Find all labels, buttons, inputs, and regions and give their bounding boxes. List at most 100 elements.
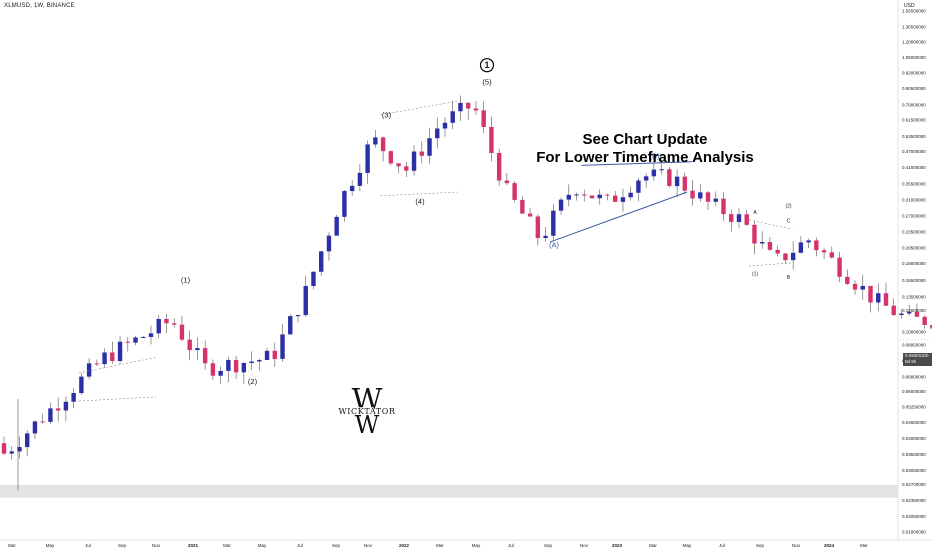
candle-body (744, 214, 749, 225)
candle-body (388, 151, 394, 164)
candle-body (636, 180, 641, 193)
price-tick-label: 0.47000000 (902, 149, 926, 154)
candle-body (589, 195, 595, 199)
candle-body (767, 241, 773, 250)
candle-body (520, 199, 525, 214)
candle-body (605, 194, 610, 196)
time-tick-label: May (46, 543, 55, 548)
candle-body (883, 293, 889, 306)
candle-body (404, 166, 409, 171)
price-tick-label: 0.02350000 (902, 498, 926, 503)
candle-body (396, 163, 401, 167)
candle-body (806, 240, 811, 243)
candle-body (133, 337, 138, 343)
time-tick-label: Sep (332, 543, 341, 548)
candle-body (334, 216, 339, 236)
candle-body (442, 122, 448, 129)
price-tick-label: 1.56500000 (902, 9, 926, 14)
candle-body (25, 433, 30, 448)
wave-dashed-guide (78, 396, 157, 402)
time-tick-label: Sep (544, 543, 553, 548)
candle-body (821, 250, 827, 253)
candle-body (721, 198, 726, 215)
time-tick-label: Mar (649, 543, 657, 548)
price-tick-label: 0.10000000 (902, 329, 926, 334)
wave-label: (2) (785, 204, 791, 210)
candle-body (651, 169, 657, 177)
candle-body (365, 144, 370, 173)
candle-body (613, 195, 618, 202)
time-tick-label: May (472, 543, 481, 548)
time-tick-label: Nov (580, 543, 589, 548)
candle-body (241, 363, 247, 373)
price-tick-label: 0.08950000 (902, 342, 926, 347)
wave-label: C (787, 218, 791, 224)
wave-label: (B) (650, 151, 661, 160)
annotation-line-2: For Lower Timeframe Analysis (536, 149, 754, 166)
candle-body (790, 252, 796, 261)
wave-label: 1 (484, 60, 489, 70)
candle-body (798, 242, 804, 253)
price-tick-label: 0.05250000 (902, 404, 926, 409)
price-tick-label: 0.18000000 (902, 261, 926, 266)
wave-label-layer: (1)(2)(3)(4)(5)1(A)(B)A(2)C(1)B(3)A(4)CB… (181, 58, 792, 386)
candle-body (411, 151, 417, 171)
candle-body (868, 285, 873, 303)
candle-body (17, 447, 22, 452)
candle-body (117, 341, 123, 362)
candle-body (349, 185, 355, 192)
symbol-title[interactable]: XLMUSD, 1W, BINANCE (4, 3, 75, 9)
price-tick-label: 1.20000000 (902, 40, 926, 45)
wave-dashed-guide (748, 262, 793, 267)
time-tick-label: Jul (508, 543, 514, 548)
wave-label: (A) (549, 240, 560, 249)
wave-label-circle (479, 58, 495, 73)
candle-body (202, 348, 208, 364)
candle-body (659, 169, 664, 171)
candle-body (419, 151, 424, 156)
candle-body (357, 172, 363, 186)
price-tick-label: 0.80500000 (902, 86, 926, 91)
candle-body (48, 408, 53, 422)
time-tick-label: Nov (152, 543, 161, 548)
price-tick-label: 0.02050000 (902, 514, 926, 519)
candle-body (906, 311, 912, 314)
candle-body (187, 339, 192, 351)
candle-body (705, 192, 711, 202)
candle-body (94, 363, 100, 365)
wave-dashed-guide (78, 357, 157, 374)
price-tick-label: 0.53500000 (902, 134, 926, 139)
watermark-w-bottom: W (355, 411, 380, 439)
candle-body (837, 257, 842, 277)
candle-body (435, 128, 440, 139)
time-tick-label: 2024 (824, 543, 835, 548)
candle-body (922, 316, 927, 325)
time-tick-label: May (683, 543, 692, 548)
candle-body (574, 194, 579, 196)
candle-body (930, 324, 932, 329)
watermark-w-top: W (352, 383, 383, 418)
wave-label: (1) (752, 271, 758, 277)
candle-body (141, 336, 146, 338)
candle-body (783, 253, 788, 261)
time-tick-label: Sep (118, 543, 127, 548)
candle-body (852, 283, 858, 290)
price-tick-label: 0.06800000 (902, 374, 926, 379)
candle-body (148, 333, 154, 337)
time-tick-label: Mar (8, 543, 16, 548)
candle-body (272, 350, 277, 359)
candle-body (102, 352, 107, 365)
price-tick-label: 1.05000000 (902, 55, 926, 60)
candle-body (55, 408, 61, 411)
candle-body (326, 235, 332, 252)
candle-body (860, 285, 865, 290)
price-tick-label: 0.03050000 (902, 468, 926, 473)
candle-body (775, 249, 780, 254)
candle-body (218, 370, 223, 376)
candle-body (380, 137, 386, 152)
candle-body (597, 194, 602, 199)
price-tick-label: 0.35500000 (902, 182, 926, 187)
